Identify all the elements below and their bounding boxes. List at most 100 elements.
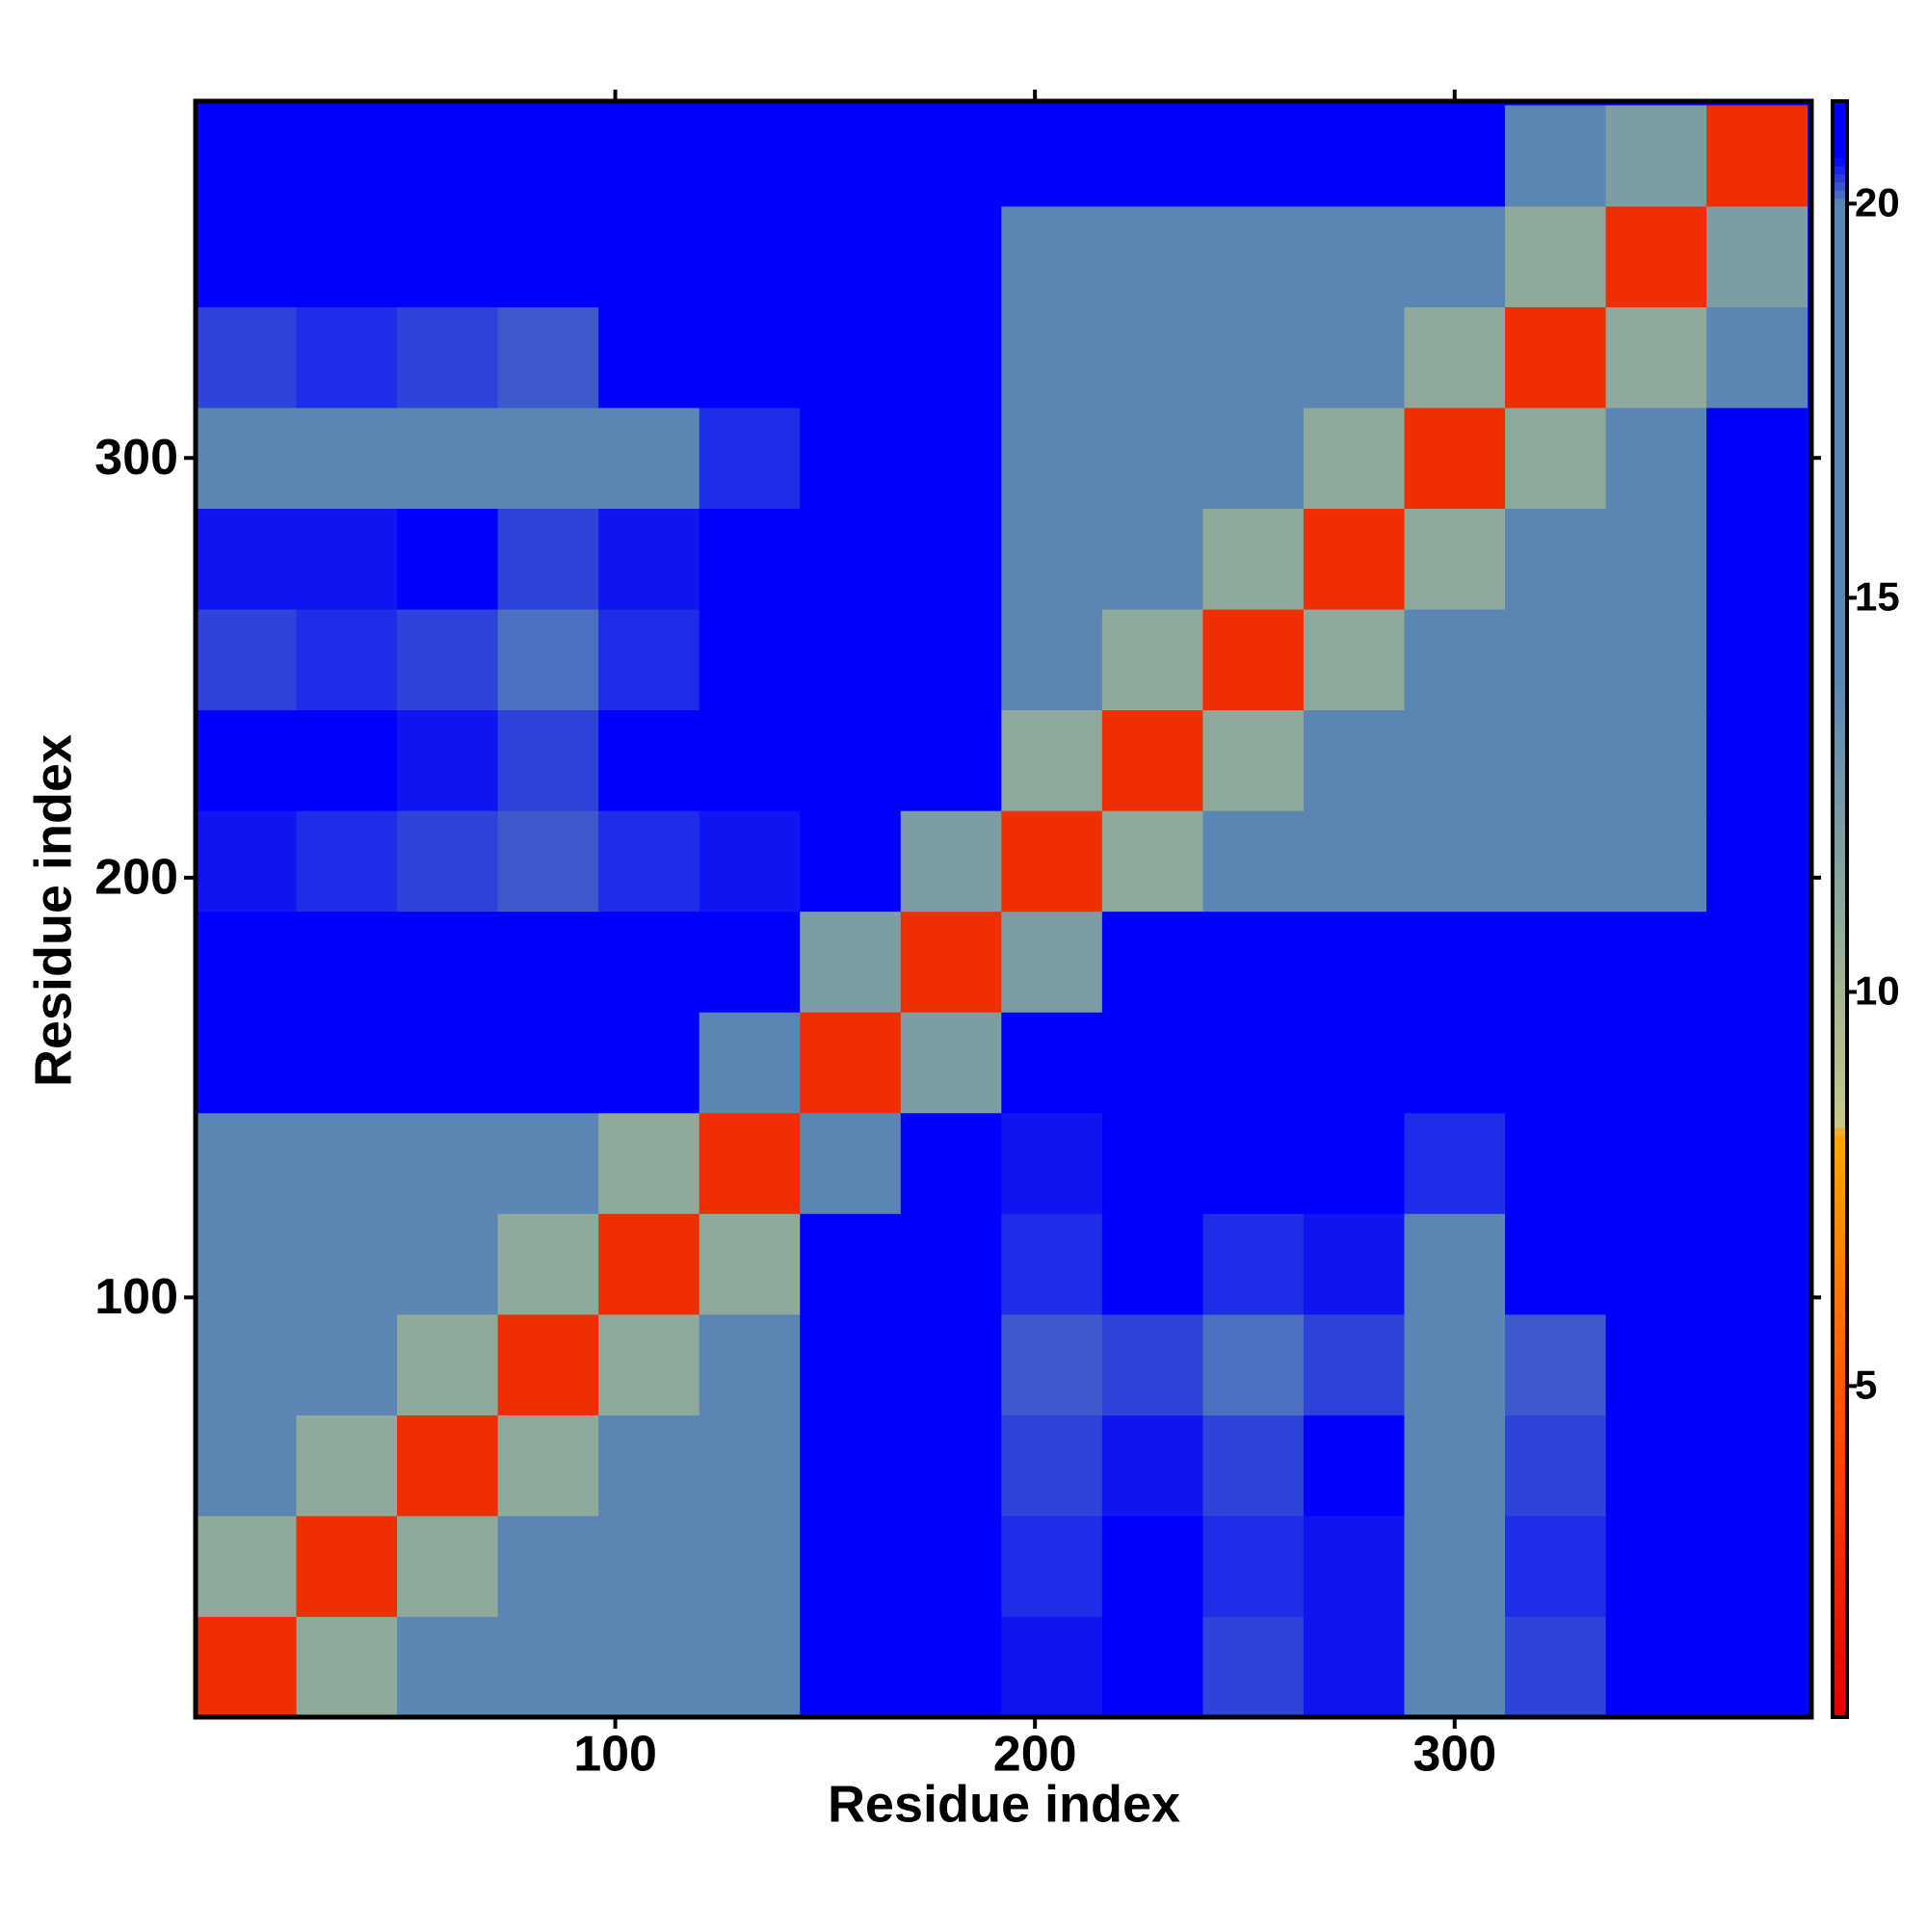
colorbar-segment [1833,117,1847,126]
colorbar-segment [1833,787,1847,797]
heatmap-cell [1202,810,1305,913]
heatmap-cell [1101,306,1203,409]
heatmap-cell [598,1415,700,1517]
heatmap-cell [699,911,801,1013]
heatmap-cell [1404,1112,1506,1214]
colorbar-segment [1833,101,1847,110]
heatmap-cell [1404,709,1506,811]
colorbar-segment [1833,909,1847,918]
heatmap-cell [1505,407,1607,510]
heatmap-cell [397,105,499,207]
colorbar-segment [1833,1288,1847,1298]
colorbar-segment [1833,626,1847,635]
heatmap-cell [1404,1313,1506,1416]
heatmap-cell [196,609,298,711]
heatmap-cell [1505,105,1607,207]
colorbar-segment [1833,1620,1847,1629]
colorbar-segment [1833,351,1847,360]
heatmap-cell [800,306,902,409]
colorbar-segment [1833,278,1847,288]
heatmap-cell [296,1313,398,1416]
heatmap-cell [196,1012,298,1114]
colorbar-segment [1833,1095,1847,1104]
heatmap-cell [397,1515,499,1617]
colorbar-segment [1833,424,1847,434]
colorbar-segment [1833,1038,1847,1047]
colorbar-segment [1833,1240,1847,1250]
colorbar-segment [1833,642,1847,651]
colorbar-segment [1833,400,1847,410]
heatmap-cell [1404,911,1506,1013]
colorbar-segment [1833,569,1847,579]
colorbar-segment [1833,1410,1847,1419]
colorbar-segment [1833,990,1847,999]
heatmap-cell [1706,709,1808,811]
heatmap-cell [1605,1213,1707,1315]
heatmap-cell [1001,911,1103,1013]
colorbar-segment [1833,1102,1847,1112]
colorbar-segment [1833,957,1847,966]
heatmap-cell [397,709,499,811]
colorbar-segment [1833,133,1847,143]
heatmap-cell [497,1415,599,1517]
heatmap-cell [1706,407,1808,510]
colorbar-segment [1833,1191,1847,1201]
heatmap-cell [1505,810,1607,913]
heatmap-cell [497,105,599,207]
colorbar-segment [1833,836,1847,845]
colorbar-segment [1833,166,1847,174]
colorbar-segment [1833,1393,1847,1403]
colorbar-segment [1833,198,1847,207]
colorbar-segment [1833,1086,1847,1096]
heatmap-cell [196,1515,298,1617]
heatmap-cell [1001,407,1103,510]
colorbar-segment [1833,1482,1847,1492]
heatmap-cell [1303,508,1405,610]
y-tick-label: 300 [94,430,178,486]
heatmap-cell [598,205,700,307]
colorbar-segment [1833,586,1847,595]
heatmap-cell [1303,306,1405,409]
x-axis-title: Residue index [828,1775,1180,1833]
heatmap-cell [1605,609,1707,711]
colorbar-segment [1833,747,1847,756]
colorbar-segment [1833,601,1847,611]
colorbar-segment [1833,1046,1847,1055]
colorbar-segment [1833,1345,1847,1355]
heatmap-cell [900,1515,1002,1617]
heatmap-cell [1001,1012,1103,1114]
heatmap-cell [800,1415,902,1517]
heatmap-cell [196,911,298,1013]
colorbar-segment [1833,1417,1847,1427]
heatmap-cell [397,1012,499,1114]
heatmap-cell [1001,1415,1103,1517]
heatmap-cell [1605,709,1707,811]
heatmap-cell [1605,911,1707,1013]
heatmap-cell [497,810,599,913]
heatmap-cell [497,1112,599,1214]
colorbar-segment [1833,966,1847,975]
heatmap-cell [598,407,700,510]
colorbar-segment [1833,448,1847,458]
heatmap-cell [1001,105,1103,207]
colorbar-segment [1833,949,1847,959]
colorbar-segment [1833,464,1847,474]
heatmap-cell [1706,911,1808,1013]
colorbar-segment [1833,238,1847,248]
colorbar-segment [1833,1377,1847,1387]
heatmap-cell [196,205,298,307]
heatmap-cell [1404,508,1506,610]
colorbar-segment [1833,472,1847,482]
colorbar-tick-label: 15 [1855,573,1900,619]
heatmap-cell [800,205,902,307]
heatmap-cell [1505,1515,1607,1617]
heatmap-cell [900,1012,1002,1114]
colorbar-segment [1833,1458,1847,1468]
colorbar-segment [1833,780,1847,789]
heatmap-cell [1202,1012,1305,1114]
heatmap-cell [1303,911,1405,1013]
colorbar-segment [1833,521,1847,530]
heatmap-cell [1202,407,1305,510]
heatmap-cell [1001,306,1103,409]
heatmap-cell [397,508,499,610]
